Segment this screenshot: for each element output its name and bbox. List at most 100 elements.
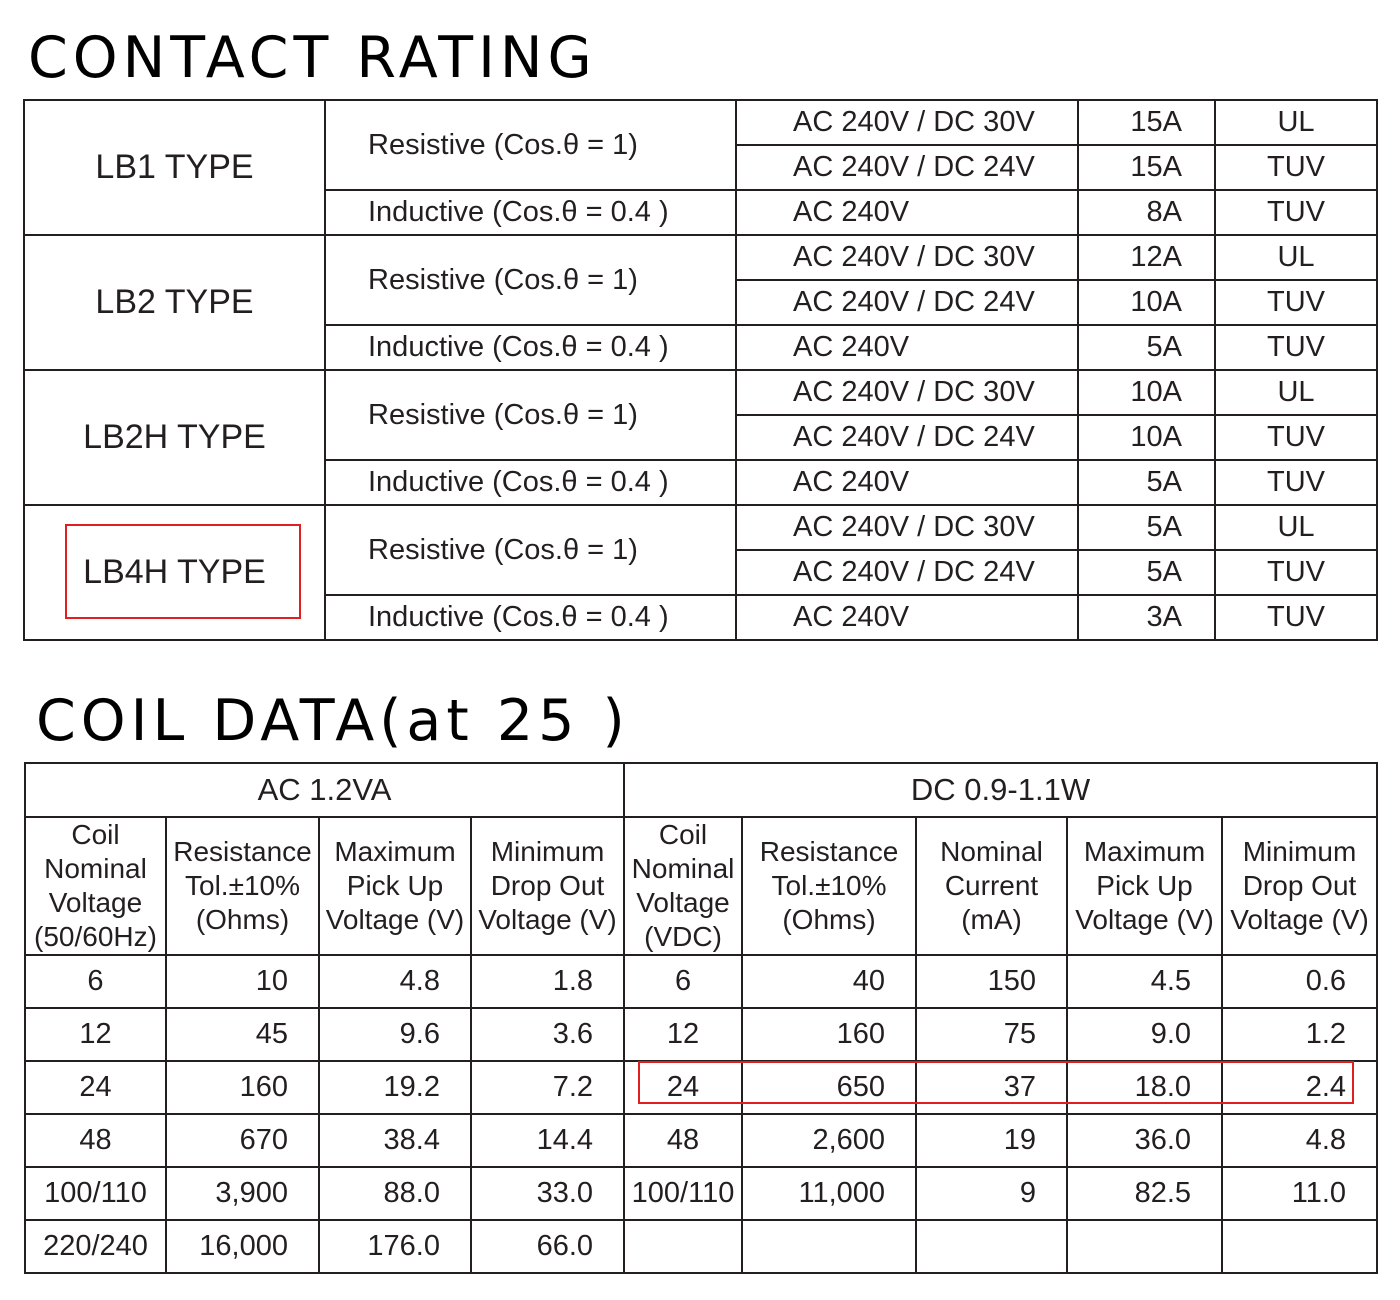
- ac-coil-cell: 10: [165, 954, 320, 1009]
- cert-cell: UL: [1214, 234, 1378, 281]
- inductive-load-cell: Inductive (Cos.θ = 0.4 ): [324, 459, 737, 506]
- dc-coil-voltage-header: Coil Nominal Voltage (VDC): [623, 816, 744, 956]
- coil-data-row: 24 160 19.2 7.2 24 650 37 18.0 2.4: [24, 1060, 1379, 1115]
- current-cell: 3A: [1077, 594, 1216, 641]
- dc-coil-cell: 11,000: [741, 1166, 918, 1221]
- dc-coil-cell: 19: [915, 1113, 1069, 1168]
- ac-coil-cell: 38.4: [318, 1113, 472, 1168]
- relay-type-cell: LB1 TYPE: [23, 99, 326, 236]
- inductive-load-cell: Inductive (Cos.θ = 0.4 ): [324, 189, 737, 236]
- ac-coil-cell: 48: [24, 1113, 167, 1168]
- coil-data-title: COIL DATA(at 25 ): [36, 688, 630, 754]
- relay-type-label: LB2 TYPE: [95, 283, 254, 321]
- ac-coil-cell: 19.2: [318, 1060, 472, 1115]
- dc-current-header: Nominal Current (mA): [915, 816, 1069, 956]
- relay-type-cell: LB2 TYPE: [23, 234, 326, 371]
- ac-coil-cell: 220/240: [24, 1219, 167, 1274]
- ac-coil-cell: 7.2: [469, 1060, 626, 1115]
- voltage-cell: AC 240V / DC 30V: [735, 99, 1079, 146]
- coil-group-header-row: AC 1.2VA DC 0.9-1.1W: [23, 762, 1379, 818]
- ac-coil-cell: 670: [165, 1113, 320, 1168]
- dc-coil-cell: 12: [623, 1007, 744, 1062]
- dc-coil-cell: [1066, 1219, 1224, 1274]
- contact-row: LB4H TYPE Resistive (Cos.θ = 1) AC 240V / …: [23, 504, 1378, 641]
- ac-coil-cell: 100/110: [24, 1166, 167, 1221]
- ac-coil-cell: 12: [24, 1007, 167, 1062]
- cert-cell: TUV: [1214, 414, 1378, 461]
- coil-column-header-row: Coil Nominal Voltage (50/60Hz) Resistanc…: [24, 816, 1379, 956]
- current-cell: 10A: [1077, 414, 1216, 461]
- cert-cell: UL: [1214, 504, 1378, 551]
- resistive-load-cell: Resistive (Cos.θ = 1): [324, 99, 737, 191]
- current-cell: 8A: [1077, 189, 1216, 236]
- dc-coil-cell: 40: [741, 954, 918, 1009]
- ac-coil-cell: 88.0: [318, 1166, 472, 1221]
- cert-cell: TUV: [1214, 189, 1378, 236]
- resistive-load-cell: Resistive (Cos.θ = 1): [324, 234, 737, 326]
- dc-coil-cell: 82.5: [1066, 1166, 1224, 1221]
- dc-dropout-header: Minimum Drop Out Voltage (V): [1221, 816, 1379, 956]
- ac-pickup-header: Maximum Pick Up Voltage (V): [318, 816, 472, 956]
- current-cell: 5A: [1077, 549, 1216, 596]
- voltage-cell: AC 240V / DC 30V: [735, 504, 1079, 551]
- dc-coil-cell: 150: [915, 954, 1069, 1009]
- ac-coil-cell: 160: [165, 1060, 320, 1115]
- ac-coil-cell: 66.0: [469, 1219, 626, 1274]
- relay-type-label: LB4H TYPE: [83, 553, 266, 591]
- dc-coil-cell: [741, 1219, 918, 1274]
- voltage-cell: AC 240V: [735, 189, 1079, 236]
- voltage-cell: AC 240V: [735, 324, 1079, 371]
- dc-coil-cell: 650: [741, 1060, 918, 1115]
- current-cell: 10A: [1077, 369, 1216, 416]
- voltage-cell: AC 240V / DC 24V: [735, 279, 1079, 326]
- coil-data-row: 48 670 38.4 14.4 48 2,600 19 36.0 4.8: [24, 1113, 1379, 1168]
- dc-resistance-header: Resistance Tol.±10% (Ohms): [741, 816, 918, 956]
- resistive-load-cell: Resistive (Cos.θ = 1): [324, 504, 737, 596]
- dc-pickup-header: Maximum Pick Up Voltage (V): [1066, 816, 1224, 956]
- coil-data-row: 220/240 16,000 176.0 66.0: [24, 1219, 1379, 1274]
- relay-type-cell: LB2H TYPE: [23, 369, 326, 506]
- dc-coil-cell: 24: [623, 1060, 744, 1115]
- voltage-cell: AC 240V / DC 24V: [735, 549, 1079, 596]
- dc-coil-cell: [1221, 1219, 1379, 1274]
- current-cell: 15A: [1077, 99, 1216, 146]
- ac-coil-cell: 3.6: [469, 1007, 626, 1062]
- ac-group-header: AC 1.2VA: [23, 762, 626, 818]
- contact-row: Inductive (Cos.θ = 0.4 ) AC 240V 5A TUV: [24, 324, 1378, 371]
- ac-resistance-header: Resistance Tol.±10% (Ohms): [165, 816, 320, 956]
- ac-dropout-header: Minimum Drop Out Voltage (V): [469, 816, 626, 956]
- dc-coil-cell: 36.0: [1066, 1113, 1224, 1168]
- dc-coil-cell: 11.0: [1221, 1166, 1379, 1221]
- ac-coil-cell: 4.8: [318, 954, 472, 1009]
- inductive-load-cell: Inductive (Cos.θ = 0.4 ): [324, 324, 737, 371]
- contact-row: LB2H TYPE Resistive (Cos.θ = 1) AC 240V / …: [23, 369, 1378, 506]
- voltage-cell: AC 240V / DC 24V: [735, 414, 1079, 461]
- coil-data-row: 100/110 3,900 88.0 33.0 100/110 11,000 9 82.5 11…: [24, 1166, 1379, 1221]
- dc-coil-cell: 0.6: [1221, 954, 1379, 1009]
- coil-data-row: 6 10 4.8 1.8 6 40 150 4.5 0.6: [24, 954, 1379, 1009]
- dc-coil-cell: 37: [915, 1060, 1069, 1115]
- current-cell: 15A: [1077, 144, 1216, 191]
- voltage-cell: AC 240V / DC 24V: [735, 144, 1079, 191]
- ac-coil-cell: 24: [24, 1060, 167, 1115]
- contact-row: Inductive (Cos.θ = 0.4 ) AC 240V 5A TUV: [24, 459, 1378, 506]
- relay-type-label: LB2H TYPE: [83, 418, 266, 456]
- cert-cell: TUV: [1214, 324, 1378, 371]
- highlight-box-type: [65, 524, 301, 619]
- ac-coil-voltage-header: Coil Nominal Voltage (50/60Hz): [24, 816, 167, 956]
- contact-rating-table: LB1 TYPE Resistive (Cos.θ = 1) AC 240V / D…: [23, 99, 1378, 641]
- contact-row: AC 240V / DC 24V 10A TUV: [24, 414, 1378, 461]
- voltage-cell: AC 240V: [735, 459, 1079, 506]
- relay-type-cell: LB4H TYPE: [23, 504, 326, 641]
- dc-coil-cell: 4.5: [1066, 954, 1224, 1009]
- cert-cell: TUV: [1214, 459, 1378, 506]
- cert-cell: TUV: [1214, 144, 1378, 191]
- ac-coil-cell: 45: [165, 1007, 320, 1062]
- coil-data-table: AC 1.2VA DC 0.9-1.1W Coil Nominal Voltag…: [23, 762, 1379, 1274]
- ac-coil-cell: 3,900: [165, 1166, 320, 1221]
- voltage-cell: AC 240V: [735, 594, 1079, 641]
- resistive-load-cell: Resistive (Cos.θ = 1): [324, 369, 737, 461]
- current-cell: 5A: [1077, 324, 1216, 371]
- dc-coil-cell: [915, 1219, 1069, 1274]
- contact-row: Inductive (Cos.θ = 0.4 ) AC 240V 8A TUV: [24, 189, 1378, 236]
